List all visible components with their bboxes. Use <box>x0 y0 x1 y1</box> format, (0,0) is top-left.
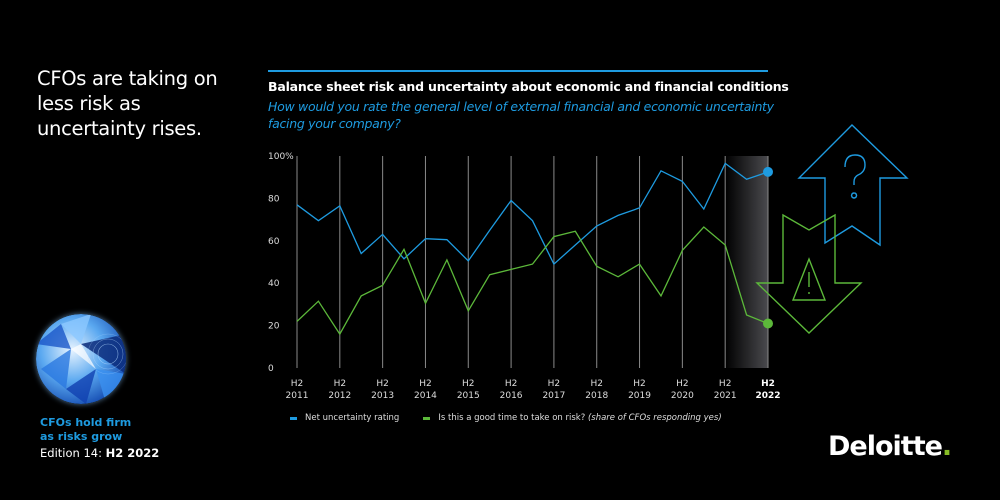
headline: CFOs are taking on less risk as uncertai… <box>37 67 218 140</box>
edition-value: H2 2022 <box>105 446 160 460</box>
chart-title: Balance sheet risk and uncertainty about… <box>268 79 789 94</box>
x-tick-label: H2 <box>505 379 518 389</box>
series-line-uncertainty <box>296 162 769 266</box>
x-tick-label: H2 <box>291 379 304 389</box>
chart-subtitle: How would you rate the general level of … <box>268 99 774 131</box>
x-tick-label: 2021 <box>714 391 737 401</box>
x-tick-label: 2022 <box>755 391 780 401</box>
x-tick-label: H2 <box>419 379 432 389</box>
x-tick-label: H2 <box>376 379 389 389</box>
x-tick-label: 2011 <box>286 391 309 401</box>
y-tick-label: 80 <box>268 194 280 204</box>
x-tick-label: 2016 <box>500 391 523 401</box>
legend-swatch-green <box>423 416 431 420</box>
logo-text: Deloitte <box>828 431 943 462</box>
highlight-band <box>725 156 768 368</box>
x-tick-label: 2015 <box>457 391 480 401</box>
legend-swatch-blue <box>290 416 297 420</box>
x-tick-label: H2 <box>761 379 775 389</box>
x-tick-label: 2019 <box>628 391 651 401</box>
x-tick-label: H2 <box>590 379 603 389</box>
report-title[interactable]: CFOs hold firm as risks grow <box>40 416 200 444</box>
x-tick-label: H2 <box>548 379 561 389</box>
report-cover-image[interactable] <box>36 314 126 404</box>
series-end-marker <box>763 166 773 177</box>
y-tick-label: 20 <box>268 322 280 332</box>
legend-label: Net uncertainty rating <box>305 413 400 423</box>
x-tick-label: H2 <box>334 379 347 389</box>
legend-item-risk[interactable]: Is this a good time to take on risk? (sh… <box>423 413 722 423</box>
report-title-line1: CFOs hold firm <box>40 416 132 429</box>
x-tick-label: 2014 <box>414 391 437 401</box>
x-tick-label: H2 <box>462 379 475 389</box>
warning-down-arrow-icon <box>755 213 863 334</box>
legend-label: Is this a good time to take on risk? <box>438 413 586 423</box>
globe-cover-icon <box>36 314 126 404</box>
series-line-risk <box>296 226 769 336</box>
legend-item-uncertainty[interactable]: Net uncertainty rating <box>290 413 399 423</box>
x-tick-label: H2 <box>719 379 732 389</box>
question-up-arrow-icon <box>797 124 909 247</box>
y-tick-label: 100% <box>268 152 294 162</box>
logo-dot: . <box>941 431 952 462</box>
series-end-marker <box>763 318 773 329</box>
title-rule <box>268 70 768 72</box>
x-tick-label: H2 <box>676 379 689 389</box>
x-tick-label: H2 <box>633 379 646 389</box>
y-tick-label: 0 <box>268 364 274 374</box>
x-tick-label: 2018 <box>585 391 608 401</box>
x-tick-label: 2020 <box>671 391 694 401</box>
x-tick-label: 2017 <box>542 391 565 401</box>
x-tick-label: 2012 <box>328 391 351 401</box>
deloitte-logo[interactable]: Deloitte. <box>828 431 952 462</box>
edition-prefix: Edition 14: <box>40 446 106 460</box>
chart-legend: Net uncertainty rating Is this a good ti… <box>290 413 746 423</box>
y-tick-label: 40 <box>268 279 280 289</box>
edition-label: Edition 14: H2 2022 <box>40 446 159 460</box>
x-tick-label: 2013 <box>371 391 394 401</box>
legend-note: (share of CFOs responding yes) <box>587 413 722 423</box>
y-tick-label: 60 <box>268 237 280 247</box>
report-title-line2: as risks grow <box>40 430 123 443</box>
